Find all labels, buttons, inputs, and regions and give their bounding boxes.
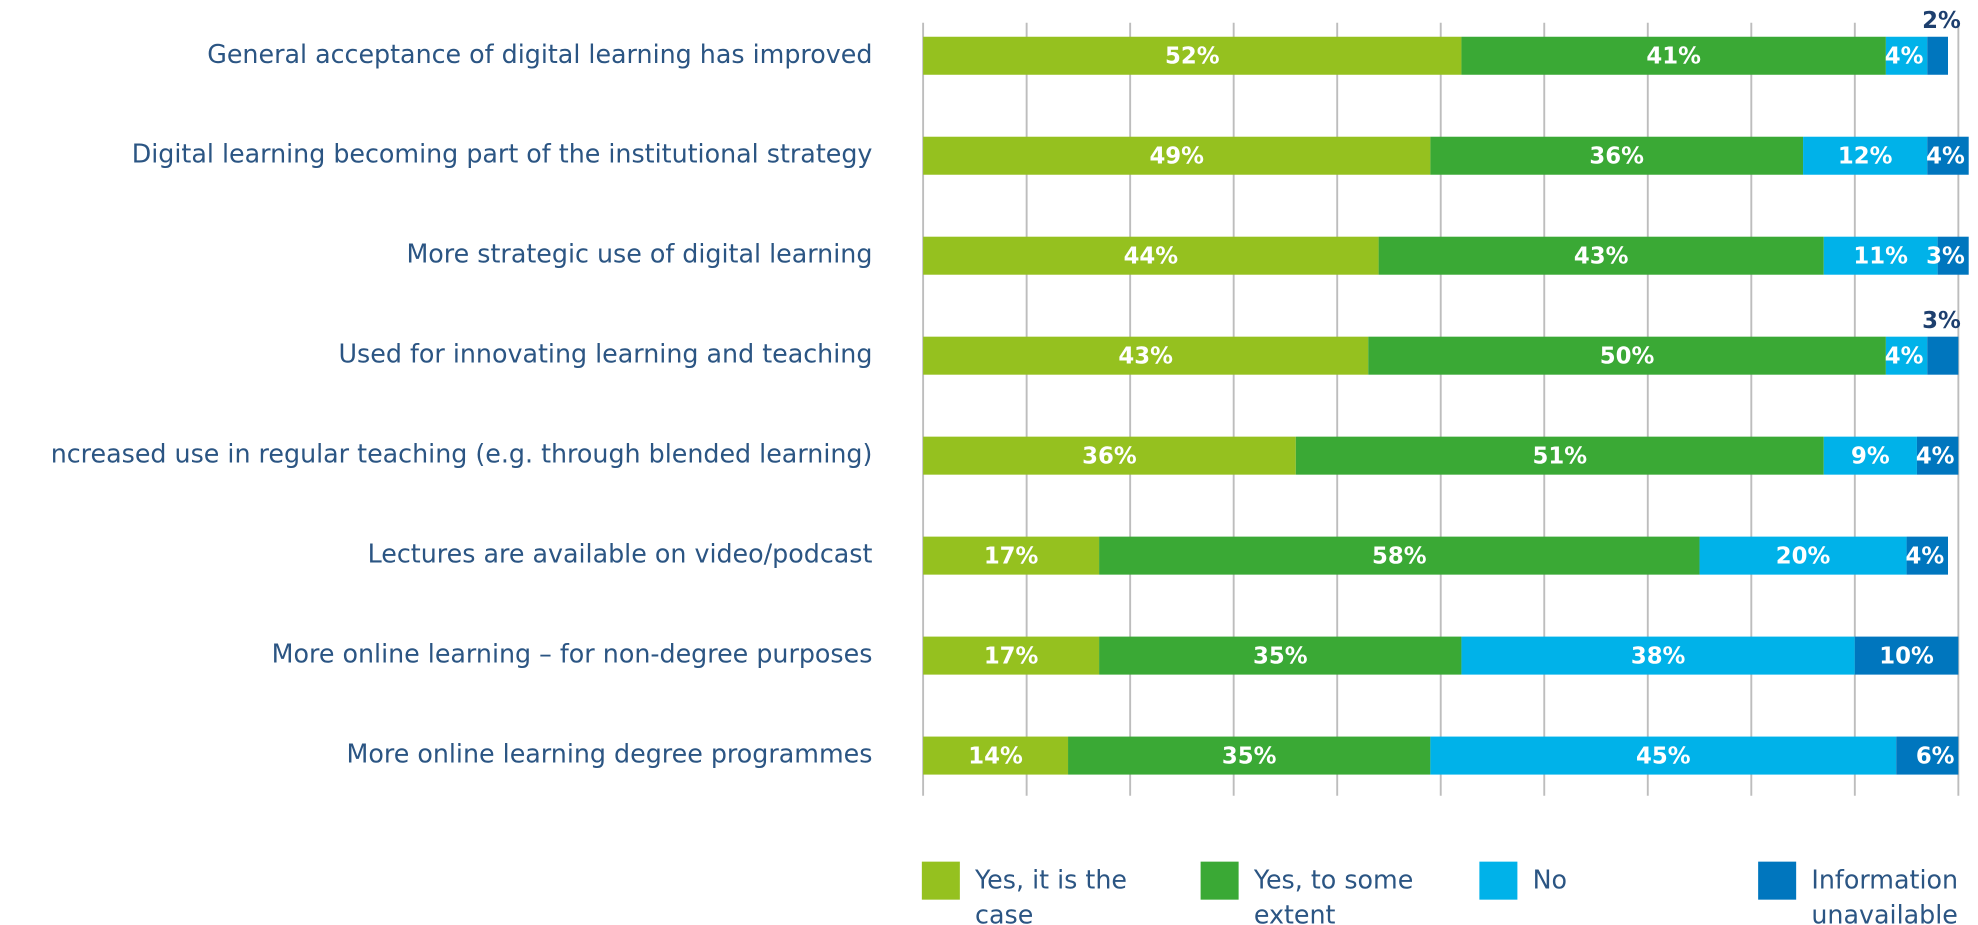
legend-label: Yes, to some extent <box>1253 864 1414 925</box>
bar-segment <box>1699 536 1907 575</box>
bar-segment <box>923 36 1462 75</box>
data-label: 6% <box>1916 743 1955 769</box>
bar-segment <box>1430 136 1804 175</box>
bar-segment <box>1068 736 1431 775</box>
data-label: 11% <box>1853 243 1908 269</box>
data-label: 51% <box>1532 443 1587 469</box>
bar-segment <box>1916 436 1959 475</box>
data-label: 14% <box>968 743 1023 769</box>
bar-segment <box>1295 436 1824 475</box>
data-label: 4% <box>1916 443 1955 469</box>
category-label: ncreased use in regular teaching (e.g. t… <box>51 439 873 469</box>
category-label: More online learning degree programmes <box>347 739 873 769</box>
category-label: Used for innovating learning and teachin… <box>339 339 873 369</box>
data-label: 35% <box>1222 743 1277 769</box>
data-label: 43% <box>1118 343 1173 369</box>
data-label: 45% <box>1636 743 1691 769</box>
bar-segment <box>1378 236 1824 275</box>
bar-segment <box>923 536 1100 575</box>
legend-swatch <box>1758 861 1797 900</box>
legend-item: Information unavailable <box>1811 864 1959 925</box>
data-label: 43% <box>1574 243 1629 269</box>
bar-segment <box>1099 636 1462 675</box>
bar-segment <box>1803 136 1928 175</box>
bar-segment <box>923 136 1431 175</box>
category-label: More online learning – for non-degree pu… <box>272 639 873 669</box>
category-label: Digital learning becoming part of the in… <box>132 139 873 169</box>
data-label: 12% <box>1838 143 1893 169</box>
legend-label: Yes, it is the case <box>975 864 1128 925</box>
legend-item: Yes, it is the case <box>975 864 1128 925</box>
legend-item: Yes, to some extent <box>1253 864 1414 925</box>
bar-segment <box>923 736 1069 775</box>
bar-segment <box>923 236 1379 275</box>
data-label: 2% <box>1922 8 1961 34</box>
data-label: 17% <box>984 543 1039 569</box>
bar-segment <box>923 436 1296 475</box>
data-label: 52% <box>1165 44 1220 70</box>
category-label: General acceptance of digital learning h… <box>207 39 872 69</box>
bar-segment <box>923 336 1369 375</box>
data-label: 44% <box>1124 243 1179 269</box>
data-label: 36% <box>1082 443 1137 469</box>
bar-segment <box>1927 36 1948 75</box>
category-label: Lectures are available on video/podcast <box>368 539 873 569</box>
data-label: 50% <box>1600 343 1655 369</box>
bar-segment <box>1368 336 1886 375</box>
data-label: 4% <box>1885 44 1924 70</box>
bar-segment <box>1854 636 1959 675</box>
data-label: 20% <box>1776 543 1831 569</box>
data-label: 36% <box>1589 143 1644 169</box>
bar-segment <box>1885 336 1928 375</box>
data-label: 4% <box>1926 143 1965 169</box>
data-label: 49% <box>1149 143 1204 169</box>
bar-segment <box>1927 136 1969 175</box>
data-label: 4% <box>1885 343 1924 369</box>
legend-swatch <box>1479 861 1518 900</box>
data-label: 9% <box>1851 443 1890 469</box>
bar-segment <box>923 636 1100 675</box>
bar-segment <box>1885 36 1928 75</box>
bar-segment <box>1896 736 1959 775</box>
legend-swatch <box>1200 861 1239 900</box>
data-label: 3% <box>1926 243 1965 269</box>
bar-segment <box>1823 236 1938 275</box>
data-label: 17% <box>984 643 1039 669</box>
bar-segment <box>1906 536 1948 575</box>
bar-segment <box>1461 36 1886 75</box>
bar-segment <box>1461 636 1855 675</box>
legend-item: No <box>1532 864 1568 895</box>
legend-label: Information unavailable <box>1811 864 1959 925</box>
legend-label: No <box>1532 864 1568 895</box>
data-label: 41% <box>1646 44 1701 70</box>
data-label: 38% <box>1631 643 1686 669</box>
bar-segment <box>1099 536 1700 575</box>
data-label: 35% <box>1253 643 1308 669</box>
data-label: 10% <box>1879 643 1934 669</box>
data-label: 3% <box>1922 308 1961 334</box>
data-label: 4% <box>1905 543 1944 569</box>
bar-segment <box>1937 236 1969 275</box>
bar-segment <box>1823 436 1917 475</box>
category-label: More strategic use of digital learning <box>406 239 872 269</box>
legend-swatch <box>921 861 960 900</box>
bar-segment <box>1430 736 1897 775</box>
bar-segment <box>1927 336 1959 375</box>
data-label: 58% <box>1372 543 1427 569</box>
